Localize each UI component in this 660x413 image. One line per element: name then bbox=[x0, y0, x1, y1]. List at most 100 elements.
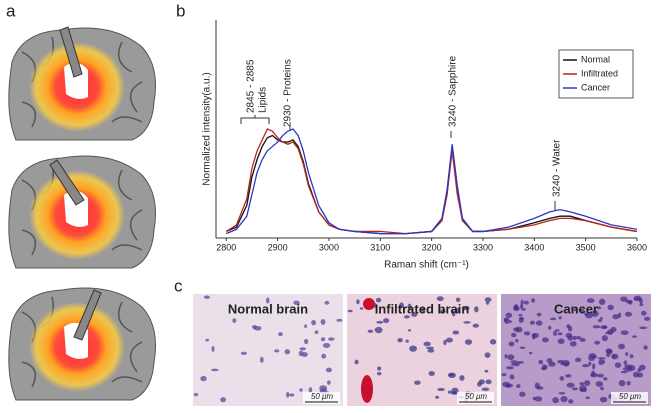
nucleus bbox=[448, 373, 455, 377]
legend-label: Infiltrated bbox=[581, 68, 618, 78]
nucleus bbox=[565, 374, 572, 378]
nucleus bbox=[598, 298, 606, 305]
nucleus bbox=[405, 339, 409, 343]
nucleus bbox=[618, 380, 626, 387]
nucleus bbox=[528, 351, 533, 355]
nucleus bbox=[511, 332, 517, 338]
nucleus bbox=[585, 313, 593, 319]
nucleus bbox=[515, 338, 519, 343]
blood bbox=[361, 375, 373, 403]
blood bbox=[363, 298, 375, 310]
nucleus bbox=[541, 337, 549, 343]
nucleus bbox=[474, 306, 479, 313]
x-tick-label: 3300 bbox=[473, 242, 493, 252]
nucleus bbox=[575, 335, 582, 340]
histology-image bbox=[347, 294, 497, 406]
nucleus bbox=[517, 360, 524, 364]
nucleus bbox=[367, 329, 374, 333]
nucleus bbox=[579, 337, 586, 342]
nucleus bbox=[535, 320, 543, 326]
nucleus bbox=[607, 329, 614, 335]
nucleus bbox=[568, 399, 574, 404]
histology-image bbox=[501, 294, 651, 406]
nucleus bbox=[437, 387, 445, 392]
nucleus bbox=[620, 296, 628, 302]
nucleus bbox=[624, 311, 633, 317]
nucleus bbox=[579, 385, 587, 392]
nucleus bbox=[443, 339, 447, 346]
nucleus bbox=[557, 359, 565, 364]
nucleus bbox=[607, 304, 614, 311]
x-tick-label: 3600 bbox=[627, 242, 647, 252]
nucleus bbox=[599, 396, 608, 403]
nucleus bbox=[399, 302, 404, 309]
brain-illustration bbox=[8, 155, 157, 269]
nucleus bbox=[509, 374, 515, 380]
nucleus bbox=[251, 325, 257, 330]
nucleus bbox=[612, 314, 620, 320]
nucleus bbox=[520, 308, 527, 311]
brain-illustration bbox=[8, 26, 157, 141]
nucleus bbox=[602, 325, 608, 329]
scale-label: 50 μm bbox=[311, 392, 334, 401]
nucleus bbox=[451, 310, 456, 317]
nucleus bbox=[374, 326, 383, 334]
nucleus bbox=[484, 297, 492, 303]
nucleus bbox=[464, 339, 473, 345]
nucleus bbox=[489, 339, 497, 345]
nucleus bbox=[320, 337, 326, 342]
nucleus bbox=[614, 362, 622, 368]
nucleus bbox=[304, 324, 308, 328]
nucleus bbox=[558, 316, 562, 320]
nucleus bbox=[591, 310, 599, 317]
nucleus bbox=[455, 297, 461, 303]
nucleus bbox=[633, 297, 642, 301]
nucleus bbox=[622, 367, 629, 371]
nucleus bbox=[601, 335, 608, 342]
nucleus bbox=[611, 353, 619, 360]
nucleus bbox=[566, 324, 571, 329]
nucleus bbox=[485, 379, 492, 385]
nucleus bbox=[534, 382, 540, 389]
nucleus bbox=[507, 354, 515, 361]
nucleus bbox=[240, 351, 247, 356]
scale-label: 50 μm bbox=[465, 392, 488, 401]
nucleus bbox=[518, 313, 523, 317]
nucleus bbox=[513, 327, 520, 332]
x-tick-label: 2900 bbox=[268, 242, 288, 252]
nucleus bbox=[573, 308, 577, 312]
nucleus bbox=[571, 387, 579, 391]
nucleus bbox=[327, 380, 331, 385]
nucleus bbox=[504, 317, 510, 325]
nucleus bbox=[623, 360, 628, 365]
scale-label: 50 μm bbox=[619, 392, 642, 401]
nucleus bbox=[325, 367, 333, 373]
histology-title: Normal brain bbox=[228, 301, 308, 316]
legend-label: Normal bbox=[581, 54, 610, 64]
nucleus bbox=[597, 318, 603, 322]
nucleus bbox=[447, 390, 452, 394]
nucleus bbox=[409, 345, 417, 352]
nucleus bbox=[603, 377, 608, 381]
nucleus bbox=[286, 391, 290, 398]
nucleus bbox=[354, 359, 359, 365]
nucleus bbox=[408, 329, 412, 332]
panel-label: b bbox=[176, 1, 185, 20]
nucleus bbox=[566, 382, 575, 388]
tissue bbox=[193, 294, 343, 406]
nucleus bbox=[518, 317, 524, 323]
nucleus bbox=[600, 386, 604, 391]
scale-bg bbox=[611, 392, 648, 404]
nucleus bbox=[523, 331, 531, 336]
nucleus bbox=[519, 304, 524, 309]
brain-illustration bbox=[8, 287, 157, 401]
nucleus bbox=[560, 395, 568, 403]
nucleus bbox=[314, 330, 319, 335]
x-tick-label: 3000 bbox=[319, 242, 339, 252]
nucleus bbox=[426, 346, 435, 350]
panel-label: a bbox=[6, 1, 16, 20]
nucleus bbox=[569, 341, 577, 347]
nucleus bbox=[211, 368, 219, 372]
nucleus bbox=[311, 320, 317, 326]
nucleus bbox=[596, 373, 604, 378]
